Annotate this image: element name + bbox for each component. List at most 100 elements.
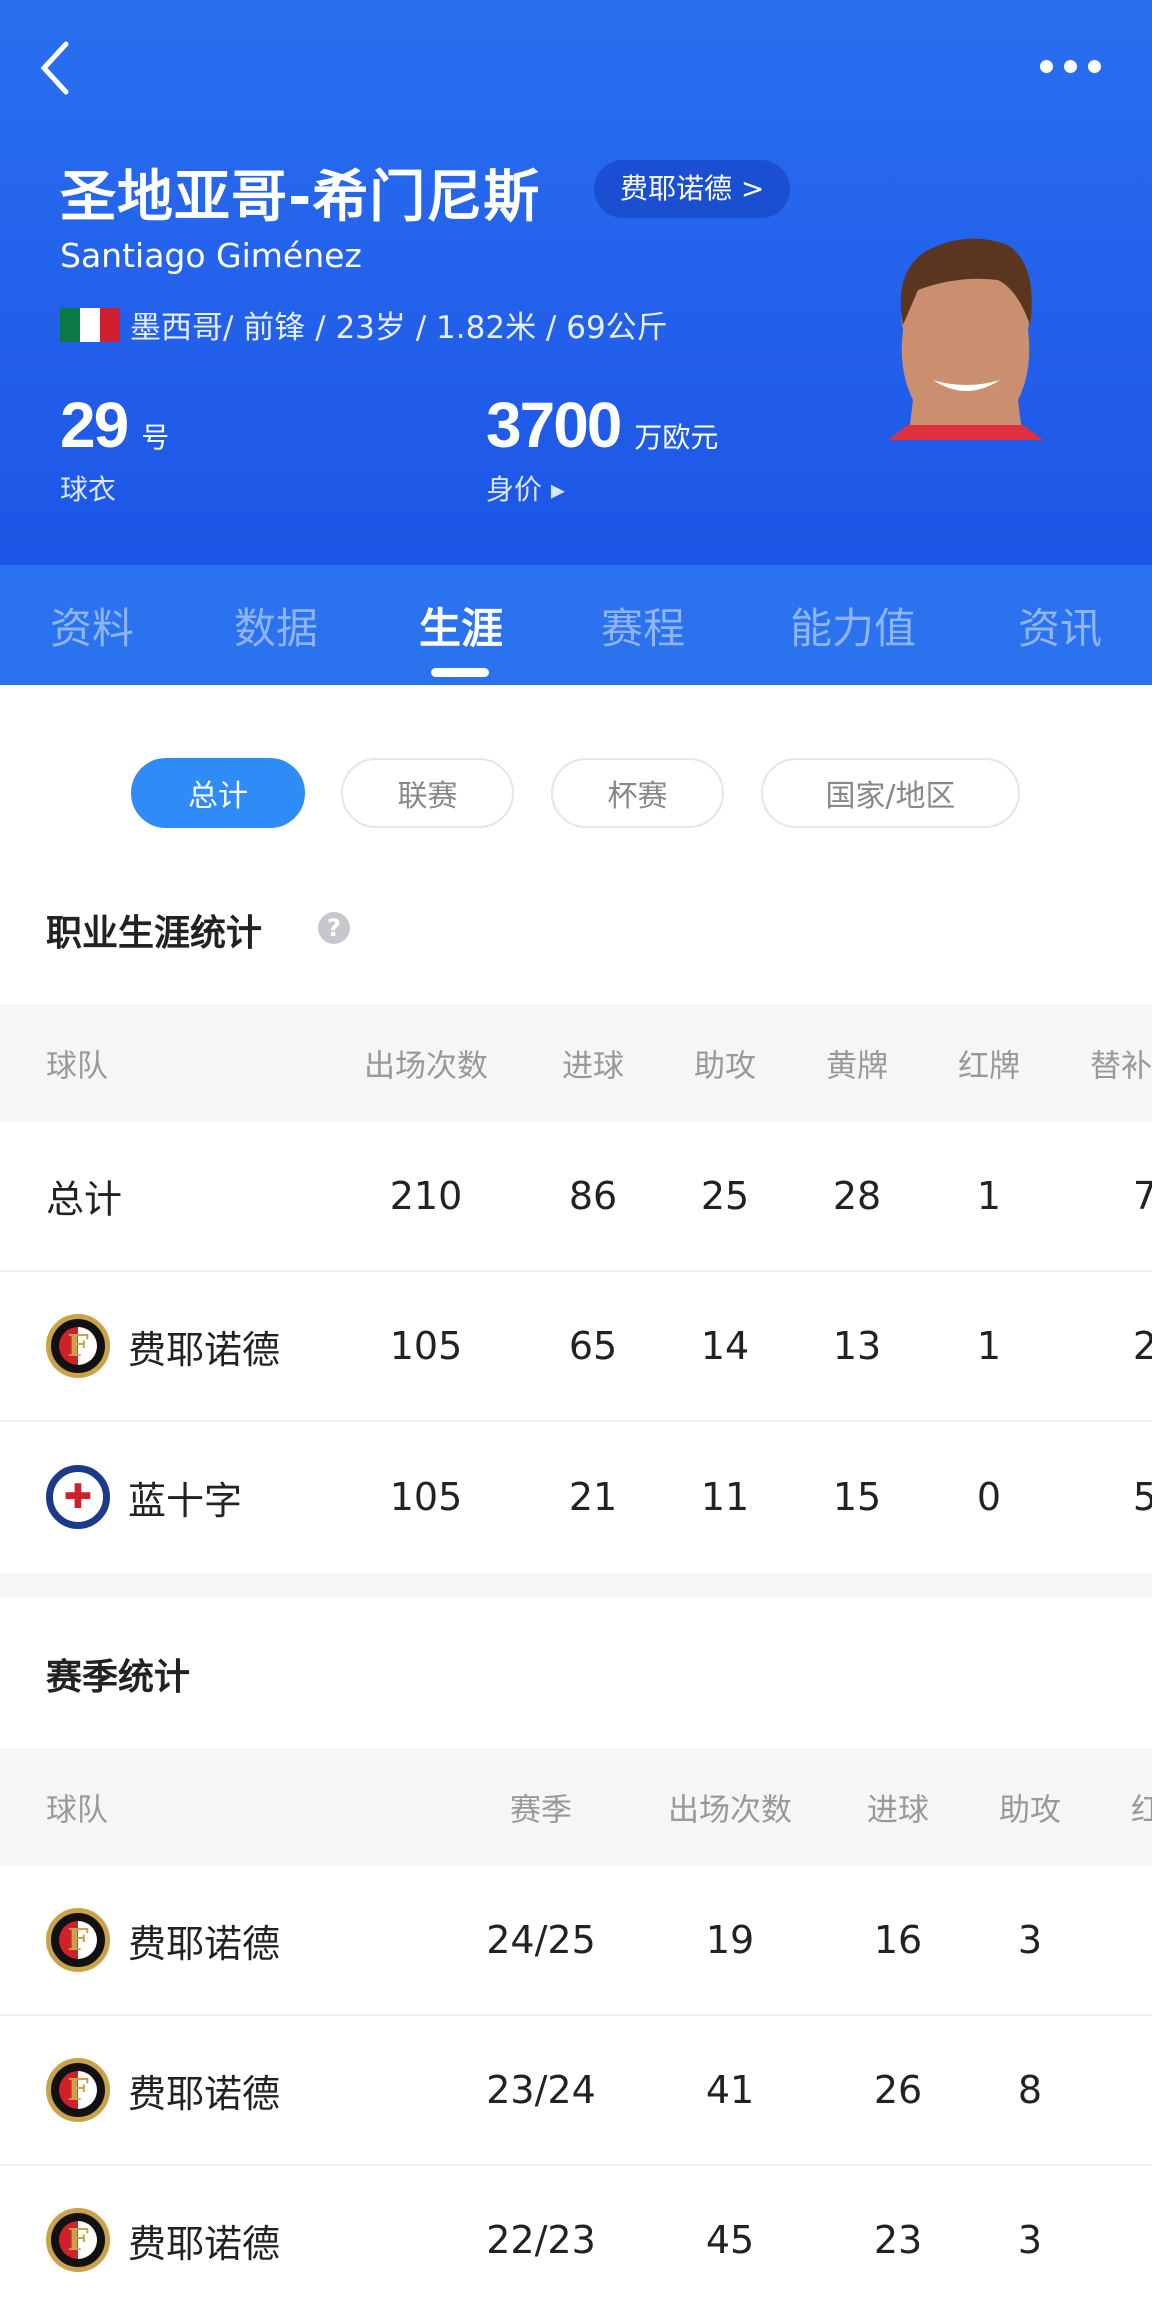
feyenoord-logo-icon: F bbox=[46, 1908, 110, 1972]
back-icon[interactable] bbox=[36, 40, 76, 96]
assists: 14 bbox=[700, 1324, 750, 1368]
market-value-link[interactable]: 身价 ▸ bbox=[486, 473, 565, 506]
player-header: 圣地亚哥-希门尼斯 费耶诺德 > Santiago Giménez 墨西哥 / … bbox=[0, 0, 1152, 565]
column-header: 出场次数 bbox=[364, 1048, 488, 1085]
season: 22/23 bbox=[486, 2218, 596, 2262]
shirt-label: 球衣 bbox=[60, 473, 117, 506]
season-stats-title: 赛季统计 bbox=[46, 1657, 191, 1698]
goals: 21 bbox=[568, 1475, 618, 1519]
tab-ability[interactable]: 能力值 bbox=[789, 604, 917, 653]
active-tab-indicator bbox=[431, 668, 489, 677]
season: 24/25 bbox=[486, 1918, 596, 1962]
appearances: 105 bbox=[389, 1475, 463, 1519]
table-row[interactable]: F 费耶诺德 105 65 14 13 1 2 bbox=[0, 1272, 1152, 1422]
assists: 8 bbox=[1017, 2068, 1043, 2112]
club-link-button[interactable]: 费耶诺德 > bbox=[594, 160, 791, 218]
market-value-block[interactable]: 3700 万欧元 身价 ▸ bbox=[486, 388, 718, 508]
player-info: 墨西哥 / 前锋 / 23岁 / 1.82米 / 69公斤 bbox=[60, 302, 668, 347]
red-cards: 1 bbox=[976, 1174, 1002, 1218]
shirt-unit: 号 bbox=[141, 421, 170, 454]
tab-bar: 资料 数据 生涯 赛程 能力值 资讯 bbox=[0, 565, 1152, 685]
shirt-number: 29 bbox=[60, 389, 129, 461]
player-details: / 前锋 / 23岁 / 1.82米 / 69公斤 bbox=[223, 310, 668, 346]
filter-league[interactable]: 联赛 bbox=[341, 758, 514, 828]
table-row[interactable]: F 费耶诺德 24/25 19 16 3 bbox=[0, 1866, 1152, 2016]
substitutes: 5 bbox=[1132, 1475, 1152, 1519]
career-stats-title: 职业生涯统计 bbox=[46, 913, 263, 954]
appearances: 105 bbox=[389, 1324, 463, 1368]
assists: 11 bbox=[700, 1475, 750, 1519]
tab-profile[interactable]: 资料 bbox=[49, 604, 135, 653]
column-header: 出场次数 bbox=[668, 1792, 792, 1829]
team-name: 费耶诺德 bbox=[128, 1327, 281, 1372]
feyenoord-logo-icon: F bbox=[46, 2208, 110, 2272]
filter-national[interactable]: 国家/地区 bbox=[761, 758, 1020, 828]
more-icon[interactable] bbox=[1040, 60, 1101, 73]
section-divider bbox=[0, 1573, 1152, 1597]
assists: 3 bbox=[1017, 1918, 1043, 1962]
table-header: 球队 出场次数 进球 助攻 黄牌 红牌 替补 bbox=[0, 1004, 1152, 1122]
career-stats-table: 球队 出场次数 进球 助攻 黄牌 红牌 替补 总计 210 86 25 28 1… bbox=[0, 1004, 1152, 1572]
team-cell: F 费耶诺德 bbox=[46, 1908, 280, 1972]
assists: 3 bbox=[1017, 2218, 1043, 2262]
substitutes: 2 bbox=[1132, 1324, 1152, 1368]
goals: 23 bbox=[873, 2218, 923, 2262]
table-row[interactable]: F 费耶诺德 23/24 41 26 8 bbox=[0, 2016, 1152, 2166]
goals: 86 bbox=[568, 1174, 618, 1218]
goals: 26 bbox=[873, 2068, 923, 2112]
substitutes: 7 bbox=[1132, 1174, 1152, 1218]
team-cell: F 费耶诺德 bbox=[46, 2058, 280, 2122]
red-cards: 0 bbox=[976, 1475, 1002, 1519]
table-row[interactable]: 总计 210 86 25 28 1 7 bbox=[0, 1122, 1152, 1272]
team-cell: F 费耶诺德 bbox=[46, 2208, 280, 2272]
filter-cup[interactable]: 杯赛 bbox=[551, 758, 724, 828]
team-name: 费耶诺德 bbox=[128, 2071, 281, 2116]
mexico-flag-icon bbox=[60, 307, 120, 342]
tab-schedule[interactable]: 赛程 bbox=[600, 604, 686, 653]
table-header: 球队 赛季 出场次数 进球 助攻 红牌 bbox=[0, 1748, 1152, 1866]
player-name: 圣地亚哥-希门尼斯 bbox=[60, 165, 541, 230]
appearances: 41 bbox=[705, 2068, 755, 2112]
appearances: 210 bbox=[389, 1174, 463, 1218]
column-header: 助攻 bbox=[694, 1048, 756, 1085]
column-header: 球队 bbox=[46, 1792, 108, 1829]
shirt-number-block: 29 号 球衣 bbox=[60, 388, 169, 508]
column-header: 进球 bbox=[562, 1048, 624, 1085]
team-name: 蓝十字 bbox=[128, 1478, 243, 1523]
column-header: 替补 bbox=[1090, 1048, 1152, 1085]
table-row[interactable]: ✚ 蓝十字 105 21 11 15 0 5 bbox=[0, 1422, 1152, 1572]
tab-career[interactable]: 生涯 bbox=[418, 604, 504, 653]
tab-data[interactable]: 数据 bbox=[233, 604, 319, 653]
feyenoord-logo-icon: F bbox=[46, 1314, 110, 1378]
team-cell: ✚ 蓝十字 bbox=[46, 1465, 242, 1529]
market-unit: 万欧元 bbox=[634, 421, 719, 454]
column-header: 进球 bbox=[867, 1792, 929, 1829]
column-header: 助攻 bbox=[999, 1792, 1061, 1829]
team-name: 费耶诺德 bbox=[128, 1921, 281, 1966]
column-header: 赛季 bbox=[510, 1792, 572, 1829]
country: 墨西哥 bbox=[130, 310, 223, 346]
tab-news[interactable]: 资讯 bbox=[1017, 604, 1103, 653]
column-header: 红牌 bbox=[958, 1048, 1020, 1085]
goals: 16 bbox=[873, 1918, 923, 1962]
table-row[interactable]: F 费耶诺德 22/23 45 23 3 bbox=[0, 2166, 1152, 2313]
column-header: 红牌 bbox=[1131, 1792, 1152, 1829]
assists: 25 bbox=[700, 1174, 750, 1218]
market-value: 3700 bbox=[486, 389, 622, 461]
filter-total[interactable]: 总计 bbox=[131, 758, 305, 828]
help-icon[interactable]: ? bbox=[318, 912, 350, 944]
column-header: 黄牌 bbox=[826, 1048, 888, 1085]
yellow-cards: 15 bbox=[832, 1475, 882, 1519]
season: 23/24 bbox=[486, 2068, 596, 2112]
column-header: 球队 bbox=[46, 1048, 108, 1085]
appearances: 45 bbox=[705, 2218, 755, 2262]
appearances: 19 bbox=[705, 1918, 755, 1962]
red-cards: 1 bbox=[976, 1324, 1002, 1368]
feyenoord-logo-icon: F bbox=[46, 2058, 110, 2122]
player-english-name: Santiago Giménez bbox=[60, 236, 362, 275]
team-name: 总计 bbox=[46, 1177, 123, 1222]
team-name: 费耶诺德 bbox=[128, 2221, 281, 2266]
team-cell: F 费耶诺德 bbox=[46, 1314, 280, 1378]
yellow-cards: 28 bbox=[832, 1174, 882, 1218]
